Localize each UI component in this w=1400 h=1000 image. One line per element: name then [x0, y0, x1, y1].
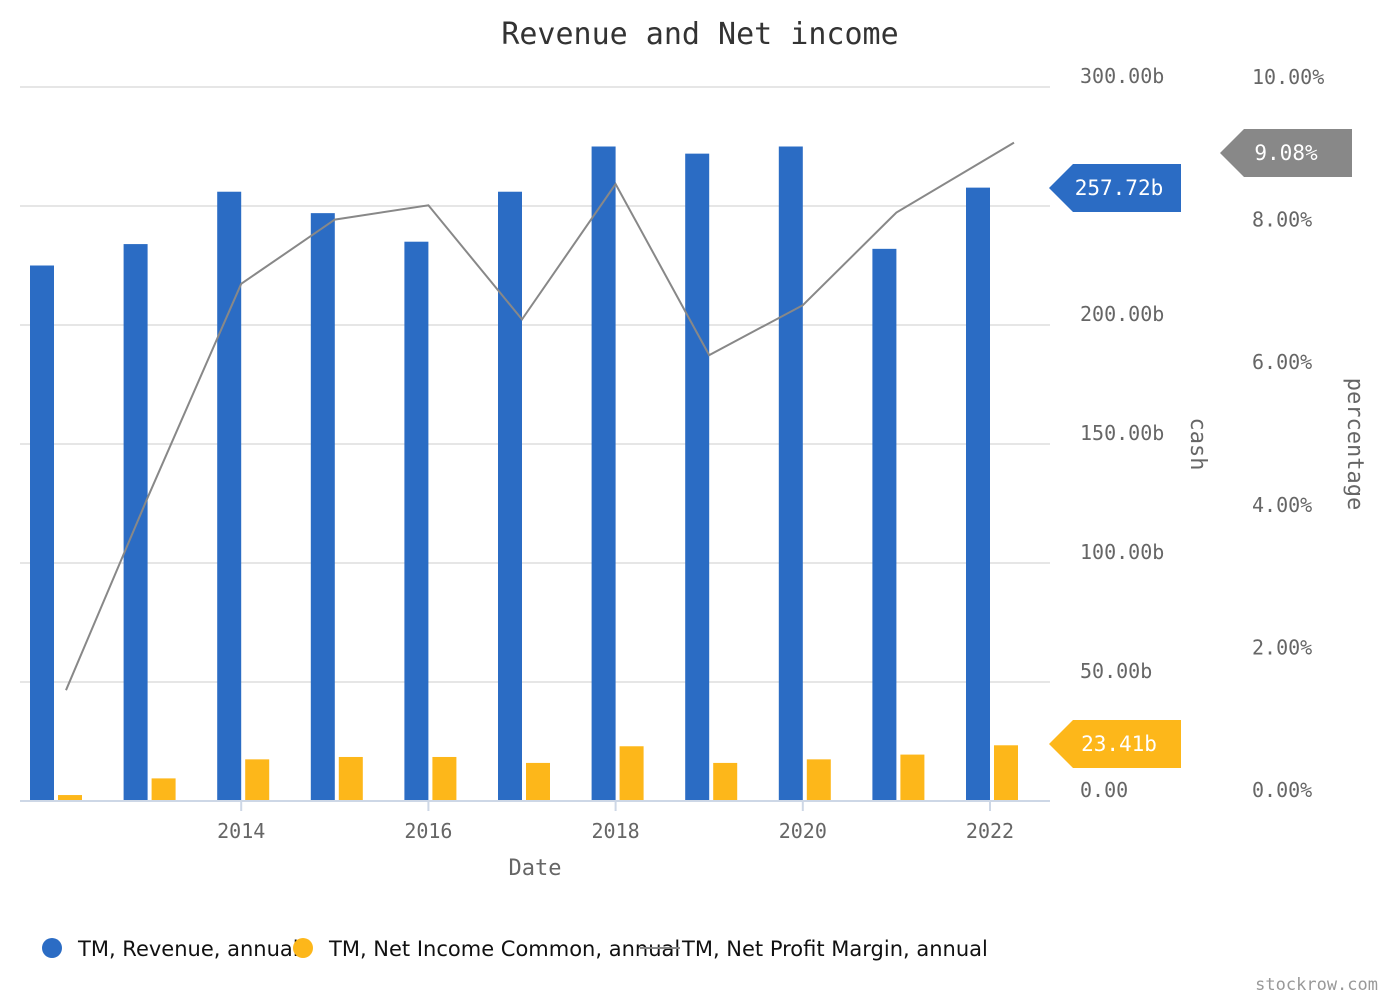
- revenue-flag-label: 257.72b: [1075, 176, 1164, 200]
- right-tick-label: 4.00%: [1252, 493, 1312, 517]
- legend-item-margin[interactable]: TM, Net Profit Margin, annual: [640, 937, 988, 961]
- legend-marker-revenue: [42, 938, 62, 958]
- left-tick-label: 300.00b: [1080, 64, 1164, 88]
- revenue-bar-2021[interactable]: [872, 248, 897, 802]
- left-tick-label: 50.00b: [1080, 659, 1152, 683]
- x-tick-label: 2018: [592, 819, 640, 843]
- margin-polyline[interactable]: [65, 141, 1015, 691]
- left-tick-label: 100.00b: [1080, 540, 1164, 564]
- revenue-bar-2014[interactable]: [217, 191, 242, 802]
- gridlines: [20, 86, 1050, 683]
- net-income-bar-2017[interactable]: [526, 762, 550, 801]
- legend-label-revenue: TM, Revenue, annual: [77, 937, 299, 961]
- revenue-bar-2012[interactable]: [30, 265, 54, 802]
- left-tick-label: 150.00b: [1080, 421, 1164, 445]
- x-tick-label: 2014: [217, 819, 265, 843]
- right-tick-label: 6.00%: [1252, 350, 1312, 374]
- left-axis-ticks: 300.00b 200.00b 150.00b 100.00b 50.00b 0.00: [1080, 64, 1164, 802]
- right-axis-ticks: 10.00% 8.00% 6.00% 4.00% 2.00% 0.00%: [1252, 65, 1324, 802]
- revenue-bar-2022[interactable]: [966, 187, 990, 801]
- net-income-bar-2012[interactable]: [58, 795, 82, 801]
- left-tick-label: 0.00: [1080, 778, 1128, 802]
- left-tick-label: 200.00b: [1080, 302, 1164, 326]
- legend: TM, Revenue, annual TM, Net Income Commo…: [42, 937, 988, 961]
- net-income-bar-2020[interactable]: [806, 759, 831, 801]
- revenue-bar-2015[interactable]: [310, 213, 335, 801]
- x-tick-label: 2016: [404, 819, 452, 843]
- right-tick-label: 8.00%: [1252, 208, 1312, 232]
- right-tick-label: 0.00%: [1252, 778, 1312, 802]
- net-income-bar-2014[interactable]: [245, 759, 270, 801]
- net-income-bar-2022[interactable]: [994, 745, 1018, 801]
- net-income-bar-2016[interactable]: [432, 756, 457, 801]
- net-profit-margin-line[interactable]: [65, 141, 1015, 691]
- margin-flag-label: 9.08%: [1254, 141, 1318, 165]
- credit-link[interactable]: stockrow.com: [1255, 975, 1378, 995]
- revenue-bar-2019[interactable]: [685, 153, 710, 801]
- x-tick-label: 2020: [779, 819, 827, 843]
- net-income-bars[interactable]: [58, 745, 1018, 801]
- net-income-bar-2021[interactable]: [900, 754, 925, 801]
- net-income-last-value-flag: 23.41b: [1049, 720, 1181, 768]
- net-income-bar-2013[interactable]: [151, 778, 176, 801]
- revenue-bar-2017[interactable]: [498, 191, 522, 802]
- x-axis-ticks: 2014 2016 2018 2020 2022: [217, 801, 1014, 843]
- revenue-bars[interactable]: [30, 146, 990, 802]
- revenue-last-value-flag: 257.72b: [1049, 164, 1181, 212]
- net-income-bar-2018[interactable]: [619, 746, 644, 801]
- left-axis-title: cash: [1185, 418, 1210, 471]
- legend-label-margin: TM, Net Profit Margin, annual: [681, 937, 988, 961]
- revenue-bar-2016[interactable]: [404, 241, 429, 801]
- x-axis-title: Date: [509, 856, 562, 881]
- net-income-bar-2019[interactable]: [713, 762, 738, 801]
- right-axis-title: percentage: [1342, 378, 1367, 510]
- chart-title: Revenue and Net income: [501, 17, 898, 52]
- legend-label-net-income: TM, Net Income Common, annual: [328, 937, 680, 961]
- legend-marker-net-income: [293, 938, 313, 958]
- x-tick-label: 2022: [966, 819, 1014, 843]
- revenue-bar-2018[interactable]: [591, 146, 616, 802]
- legend-item-revenue[interactable]: TM, Revenue, annual: [42, 937, 299, 961]
- margin-last-value-flag: 9.08%: [1220, 129, 1352, 177]
- net-income-bar-2015[interactable]: [338, 756, 363, 801]
- net-income-flag-label: 23.41b: [1081, 732, 1157, 756]
- right-tick-label: 2.00%: [1252, 635, 1312, 659]
- revenue-bar-2013[interactable]: [123, 244, 148, 801]
- revenue-bar-2020[interactable]: [778, 146, 803, 802]
- right-tick-label: 10.00%: [1252, 65, 1324, 89]
- legend-item-net-income[interactable]: TM, Net Income Common, annual: [293, 937, 680, 961]
